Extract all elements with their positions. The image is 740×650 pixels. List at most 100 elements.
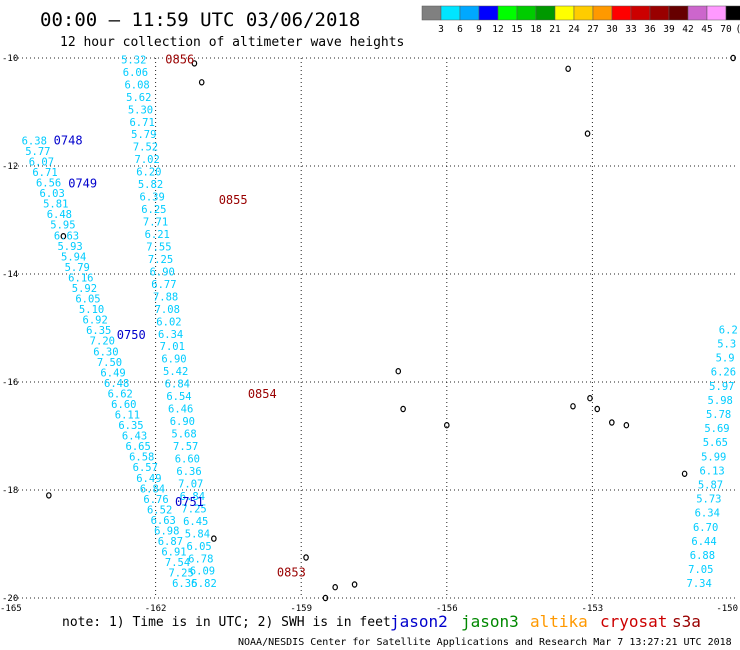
island — [623, 422, 630, 429]
island — [594, 405, 601, 413]
time-labels: 0856 0748 0749 0855 0750 0854 0751 0853 — [54, 52, 306, 579]
track-value: 6.65 — [126, 441, 151, 453]
colorbar-swatch — [668, 5, 689, 21]
island-outlines — [46, 54, 736, 602]
track-value: 6.45 — [183, 516, 208, 528]
track-value: 6.05 — [75, 294, 100, 306]
colorbar-swatch — [687, 5, 708, 21]
colorbar-label: 45 — [701, 24, 712, 35]
colorbar-swatch — [478, 5, 499, 21]
island — [584, 130, 591, 137]
y-tick-label: -18 — [2, 486, 18, 496]
track-value: 6.2 — [719, 324, 738, 336]
track-value: 6.49 — [136, 473, 161, 485]
track-value: 5.84 — [185, 528, 210, 540]
colorbar-label: 21 — [549, 24, 561, 35]
track-value: 6.34 — [695, 508, 720, 520]
island — [443, 422, 450, 429]
y-tick-label: -12 — [2, 162, 18, 172]
track-value: 6.84 — [140, 483, 165, 495]
colorbar-label: 24 — [568, 24, 580, 35]
track-value: 6.49 — [100, 367, 125, 379]
colorbar-swatch — [459, 5, 480, 21]
track-value: 5.93 — [57, 241, 82, 253]
time-label: 0856 — [165, 52, 194, 66]
island — [681, 470, 688, 477]
chart-title: 00:00 — 11:59 UTC 03/06/2018 — [40, 9, 360, 31]
colorbar-swatch — [725, 5, 740, 21]
x-tick-label: -162 — [145, 604, 167, 614]
colorbar-label: 6 — [457, 24, 463, 35]
track-value: 7.88 — [153, 291, 178, 303]
track-value: 7.02 — [135, 154, 160, 166]
island — [211, 535, 217, 542]
track-value: 5.95 — [50, 220, 75, 232]
track-value: 5.82 — [191, 578, 216, 590]
axis-ticks: -10 -12 -14 -16 -18 -20-165 -162 -159 -156 -153 -1… — [0, 54, 738, 614]
colorbar-label: 42 — [682, 24, 693, 35]
track-value: 7.57 — [173, 441, 198, 453]
track-value: 7.25 — [148, 254, 173, 266]
track-value: 6.35 — [86, 325, 111, 337]
track-value: 6.63 — [151, 515, 176, 527]
colorbar-swatch — [630, 5, 651, 21]
track-value: 6.48 — [47, 209, 72, 221]
track-value: 6.58 — [129, 452, 154, 464]
track-value: 6.63 — [54, 230, 79, 242]
track-value: 6.88 — [690, 550, 715, 562]
track-value: 7.05 — [688, 564, 713, 576]
track-value: 6.35 — [118, 420, 143, 432]
colorbar-label: 39 — [663, 24, 675, 35]
satellite-legend-item: s3a — [672, 612, 701, 631]
track-value: 6.76 — [143, 494, 168, 506]
footer-credit: NOAA/NESDIS Center for Satellite Applica… — [238, 637, 732, 648]
track-value: 6.46 — [168, 404, 193, 416]
island — [565, 65, 571, 73]
track-value: 6.90 — [161, 354, 186, 366]
track-value: 7.07 — [178, 478, 203, 490]
y-tick-label: -14 — [2, 270, 18, 280]
track-value: 7.25 — [168, 568, 193, 580]
track-value: 7.50 — [97, 357, 122, 369]
track-value: 5.73 — [696, 494, 721, 506]
track-value: 5.68 — [171, 429, 196, 441]
track-value: 7.34 — [687, 578, 712, 590]
track-value: 5.82 — [138, 179, 163, 191]
colorbar-swatch — [440, 5, 461, 21]
colorbar-label: 15 — [511, 24, 522, 35]
colorbar-swatch — [497, 5, 518, 21]
colorbar-swatch — [554, 5, 575, 21]
track-value: 6.36 — [176, 466, 201, 478]
track-value: 5.65 — [703, 437, 728, 449]
track-value: 5.32 — [121, 54, 146, 66]
track-value: 6.38 — [22, 135, 47, 147]
track-value: 5.94 — [61, 251, 86, 263]
track-value: 6.90 — [150, 266, 175, 278]
y-tick-label: -20 — [2, 594, 18, 604]
colorbar-swatch — [535, 5, 556, 21]
track-value: 6.56 — [36, 178, 61, 190]
satellite-legend-item: altika — [530, 612, 588, 631]
island — [351, 581, 358, 588]
island — [587, 395, 593, 402]
colorbar-swatch — [611, 5, 632, 21]
track-value: 7.55 — [146, 241, 171, 253]
track-value: 6.84 — [180, 491, 205, 503]
track-value: 6.08 — [124, 79, 149, 91]
track-value: 6.60 — [175, 453, 200, 465]
x-tick-label: -156 — [436, 604, 458, 614]
time-label: 0749 — [68, 177, 97, 191]
track-value: 6.20 — [136, 167, 161, 179]
track-value: 5.10 — [79, 304, 104, 316]
satellite-legend-item: jason2 — [390, 612, 448, 631]
track-value: 6.54 — [166, 391, 191, 403]
colorbar-label: 30 — [606, 24, 618, 35]
track-value: 6.26 — [711, 367, 736, 379]
colorbar-swatch — [516, 5, 537, 21]
island — [609, 419, 615, 426]
track-value: 5.69 — [704, 423, 729, 435]
track-value: 5.81 — [43, 199, 68, 211]
track-value: 7.52 — [133, 142, 158, 154]
track-value: 5.92 — [72, 283, 97, 295]
track-value: 6.90 — [170, 416, 195, 428]
